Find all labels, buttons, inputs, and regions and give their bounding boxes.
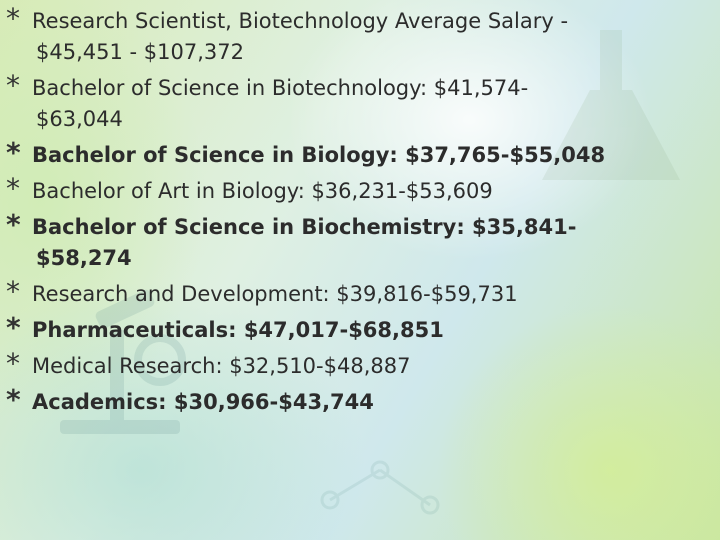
list-item: * Bachelor of Science in Biotechnology: … — [6, 69, 711, 135]
bullet-asterisk: * — [6, 275, 20, 308]
list-item: * Bachelor of Science in Biology: $37,76… — [6, 136, 711, 171]
bullet-asterisk: * — [6, 383, 21, 416]
bullet-asterisk: * — [6, 69, 20, 102]
list-item-text-continued: $45,451 - $107,372 — [36, 40, 244, 64]
list-item: * Academics: $30,966-$43,744 — [6, 383, 711, 418]
list-item: * Pharmaceuticals: $47,017-$68,851 — [6, 311, 711, 346]
list-item-text: Medical Research: $32,510-$48,887 — [32, 354, 411, 378]
list-item-text: Research and Development: $39,816-$59,73… — [32, 282, 518, 306]
list-item-text: Research Scientist, Biotechnology Averag… — [32, 9, 569, 33]
list-item-text: Academics: $30,966-$43,744 — [32, 390, 374, 414]
list-item: * Research Scientist, Biotechnology Aver… — [6, 2, 711, 68]
list-item: * Medical Research: $32,510-$48,887 — [6, 347, 711, 382]
flask-icon — [542, 30, 680, 180]
bullet-asterisk: * — [6, 2, 20, 35]
bullet-list: * Research Scientist, Biotechnology Aver… — [6, 2, 711, 423]
bullet-asterisk: * — [6, 136, 21, 169]
list-item-text: Bachelor of Science in Biochemistry: $35… — [32, 215, 577, 239]
list-item-text: Pharmaceuticals: $47,017-$68,851 — [32, 318, 444, 342]
bullet-asterisk: * — [6, 311, 21, 344]
microscope-icon — [60, 289, 186, 434]
list-item: * Bachelor of Science in Biochemistry: $… — [6, 208, 711, 274]
bullet-asterisk: * — [6, 347, 20, 380]
list-item: * Bachelor of Art in Biology: $36,231-$5… — [6, 172, 711, 207]
list-item-text: Bachelor of Art in Biology: $36,231-$53,… — [32, 179, 493, 203]
list-item: * Research and Development: $39,816-$59,… — [6, 275, 711, 310]
list-item-text-continued: $63,044 — [36, 107, 123, 131]
list-item-text: Bachelor of Science in Biology: $37,765-… — [32, 143, 606, 167]
bullet-asterisk: * — [6, 172, 20, 205]
molecule-icon — [320, 460, 440, 515]
list-item-text-continued: $58,274 — [36, 246, 132, 270]
bullet-asterisk: * — [6, 208, 21, 241]
list-item-text: Bachelor of Science in Biotechnology: $4… — [32, 76, 529, 100]
